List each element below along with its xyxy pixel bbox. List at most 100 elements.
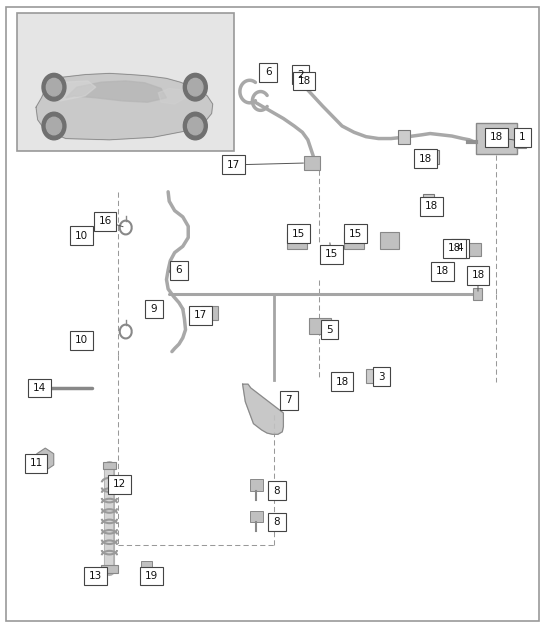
Text: 18: 18 xyxy=(435,266,449,276)
Bar xyxy=(17,13,234,151)
Text: 17: 17 xyxy=(194,310,207,320)
Text: 3: 3 xyxy=(378,372,385,382)
Bar xyxy=(287,232,307,249)
Text: 5: 5 xyxy=(326,325,333,335)
Bar xyxy=(514,128,531,147)
Text: 14: 14 xyxy=(33,383,46,393)
Text: 18: 18 xyxy=(448,243,461,253)
Bar xyxy=(280,391,298,410)
Text: 7: 7 xyxy=(286,396,292,406)
Bar xyxy=(431,262,453,281)
Circle shape xyxy=(42,112,66,140)
Circle shape xyxy=(46,117,62,135)
Bar xyxy=(250,479,263,490)
Bar xyxy=(398,131,410,144)
Bar xyxy=(287,224,310,243)
Bar xyxy=(435,264,447,278)
Bar xyxy=(422,194,434,208)
Bar xyxy=(451,239,469,257)
Text: 18: 18 xyxy=(425,201,438,211)
Bar xyxy=(101,565,118,573)
Text: 6: 6 xyxy=(265,67,271,77)
Circle shape xyxy=(187,117,203,135)
Bar xyxy=(452,241,463,252)
Text: 13: 13 xyxy=(89,571,102,581)
Bar xyxy=(344,224,367,243)
Bar xyxy=(141,566,164,585)
Bar xyxy=(516,129,526,148)
Text: 17: 17 xyxy=(227,160,240,170)
Bar xyxy=(70,331,93,350)
Bar xyxy=(103,462,116,469)
Text: 10: 10 xyxy=(75,335,88,345)
Circle shape xyxy=(187,78,203,96)
Circle shape xyxy=(183,112,207,140)
Text: 8: 8 xyxy=(274,485,280,495)
Text: 15: 15 xyxy=(325,249,338,259)
Text: 18: 18 xyxy=(298,76,311,86)
Circle shape xyxy=(183,73,207,101)
Text: 4: 4 xyxy=(457,243,463,253)
Bar xyxy=(376,369,387,382)
Text: 18: 18 xyxy=(419,154,432,164)
Bar xyxy=(485,128,508,147)
Bar xyxy=(420,197,443,215)
Bar xyxy=(331,372,354,391)
Text: 2: 2 xyxy=(298,70,304,80)
Bar xyxy=(222,156,245,174)
Bar xyxy=(373,367,390,386)
Text: 8: 8 xyxy=(274,517,280,527)
Bar xyxy=(443,239,466,257)
Bar xyxy=(170,261,187,279)
Polygon shape xyxy=(159,89,185,104)
Bar xyxy=(320,245,343,264)
Bar xyxy=(148,303,159,312)
Bar xyxy=(344,232,364,249)
Bar xyxy=(268,512,286,531)
Bar xyxy=(427,151,439,165)
Bar xyxy=(467,242,481,256)
Text: 18: 18 xyxy=(490,133,503,143)
Text: 19: 19 xyxy=(145,571,159,581)
Bar xyxy=(25,454,47,472)
Bar xyxy=(321,320,338,339)
Bar xyxy=(467,266,489,284)
Bar xyxy=(293,72,316,90)
Polygon shape xyxy=(52,81,96,101)
Bar xyxy=(70,226,93,245)
Bar xyxy=(268,481,286,500)
Text: 1: 1 xyxy=(519,133,526,143)
Bar xyxy=(366,369,381,383)
Bar xyxy=(189,306,212,325)
Text: 11: 11 xyxy=(29,458,43,468)
Bar xyxy=(310,318,331,334)
Bar xyxy=(146,300,163,318)
Bar xyxy=(335,375,347,389)
Bar xyxy=(304,156,320,170)
Text: 6: 6 xyxy=(175,265,183,275)
Bar xyxy=(28,379,51,398)
Polygon shape xyxy=(66,81,166,102)
Circle shape xyxy=(42,73,66,101)
Circle shape xyxy=(46,78,62,96)
Polygon shape xyxy=(243,384,283,435)
Bar xyxy=(141,561,152,571)
Text: 10: 10 xyxy=(75,230,88,241)
Text: 12: 12 xyxy=(113,479,126,489)
Bar xyxy=(379,232,399,249)
Bar xyxy=(108,475,131,494)
Text: 15: 15 xyxy=(292,229,305,239)
Text: 18: 18 xyxy=(336,377,349,387)
Polygon shape xyxy=(36,73,213,140)
Bar xyxy=(84,566,107,585)
Text: 9: 9 xyxy=(150,304,158,314)
Bar xyxy=(259,63,277,82)
Bar xyxy=(292,65,310,84)
Text: 16: 16 xyxy=(99,216,112,226)
Bar xyxy=(473,288,482,300)
Text: 18: 18 xyxy=(471,270,485,280)
Bar xyxy=(201,306,218,320)
Bar xyxy=(94,212,117,230)
Text: 15: 15 xyxy=(348,229,362,239)
Bar xyxy=(250,511,263,522)
